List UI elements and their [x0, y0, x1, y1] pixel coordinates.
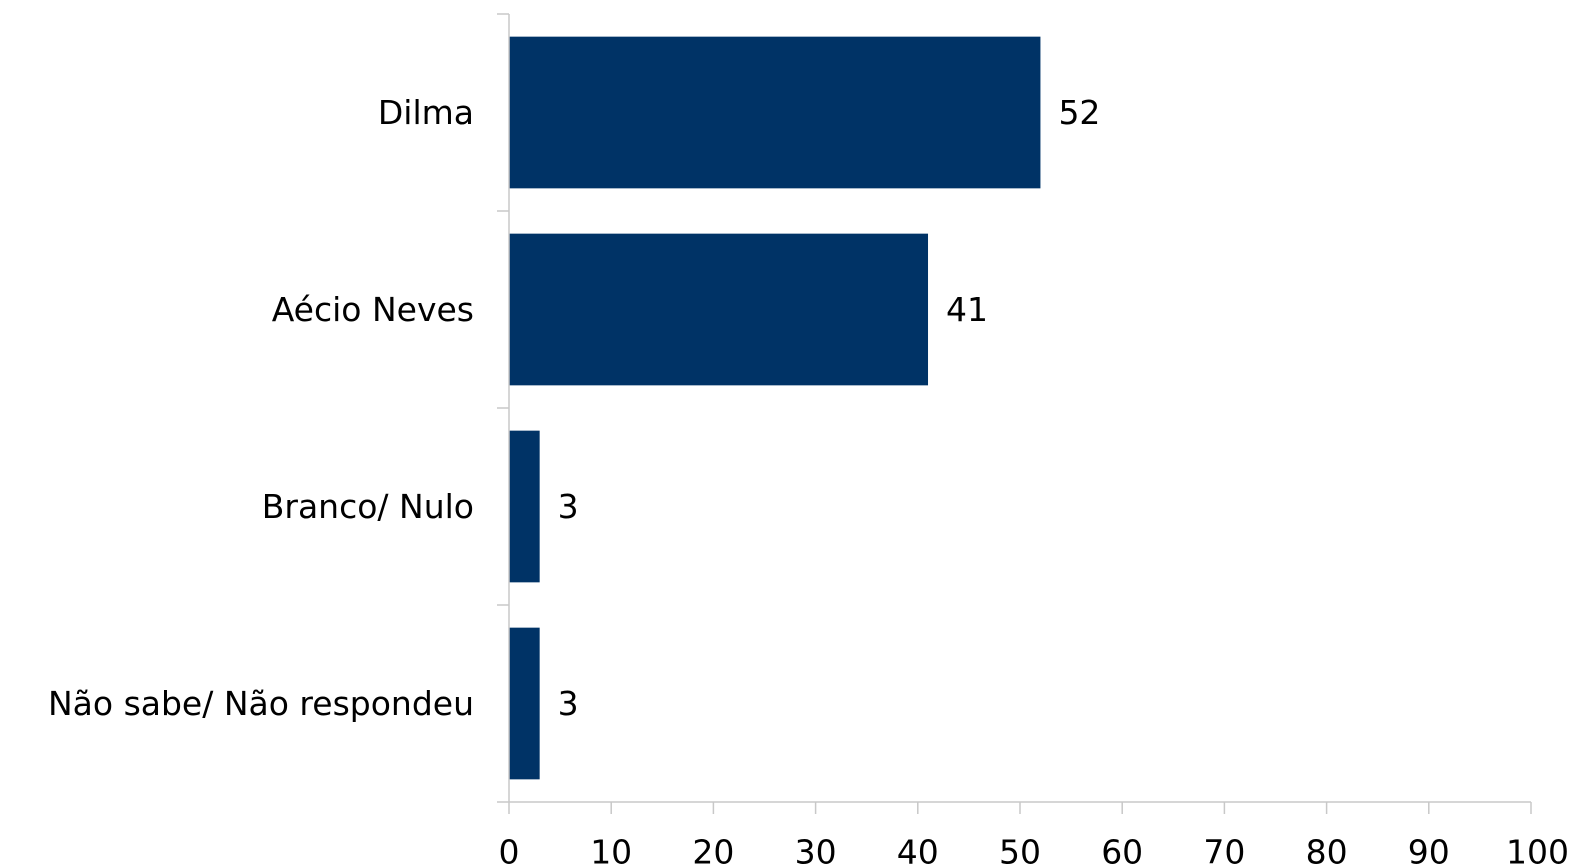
category-label: Dilma — [378, 93, 474, 132]
bar — [509, 37, 1040, 189]
bar — [509, 234, 928, 386]
x-tick-label: 30 — [795, 833, 837, 868]
data-label: 3 — [558, 487, 579, 526]
x-tick-label: 0 — [499, 833, 520, 868]
x-tick-label: 90 — [1408, 833, 1450, 868]
category-label: Aécio Neves — [272, 290, 474, 329]
x-tick-label: 20 — [692, 833, 734, 868]
x-tick-label: 50 — [999, 833, 1041, 868]
category-label: Branco/ Nulo — [262, 487, 474, 526]
bar — [509, 431, 540, 583]
x-tick-label: 80 — [1306, 833, 1348, 868]
x-tick-label: 60 — [1101, 833, 1143, 868]
bars-group — [509, 37, 1040, 780]
x-tick-label: 40 — [897, 833, 939, 868]
category-labels-group: Dilma Aécio Neves Branco/ Nulo Não sabe/ Nã… — [48, 93, 474, 723]
x-tick-label: 10 — [590, 833, 632, 868]
bar — [509, 628, 540, 780]
x-tick-label: 100 — [1506, 833, 1569, 868]
x-ticks-group: 0 10 20 30 40 50 60 70 80 90 100 — [499, 833, 1570, 868]
category-label: Não sabe/ Não respondeu — [48, 684, 474, 723]
data-label: 52 — [1058, 93, 1100, 132]
data-label: 3 — [558, 684, 579, 723]
data-label: 41 — [946, 290, 988, 329]
x-tick-label: 70 — [1203, 833, 1245, 868]
